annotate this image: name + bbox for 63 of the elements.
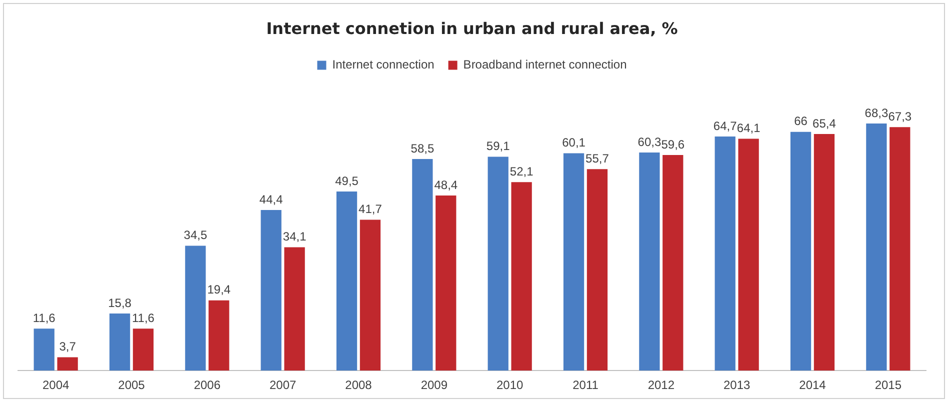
data-label: 19,4 bbox=[207, 282, 231, 297]
data-label: 65,4 bbox=[812, 116, 836, 130]
legend-label: Internet connection bbox=[332, 58, 434, 72]
data-label: 64,7 bbox=[713, 118, 738, 133]
x-tick-label: 2015 bbox=[874, 378, 902, 392]
legend-label: Broadband internet connection bbox=[463, 58, 627, 72]
x-tick-label: 2007 bbox=[269, 378, 297, 392]
bar bbox=[488, 156, 508, 371]
data-label: 59,6 bbox=[661, 137, 685, 152]
data-label: 44,4 bbox=[259, 192, 284, 206]
bar bbox=[57, 357, 78, 371]
data-label: 67,3 bbox=[888, 109, 912, 124]
bar bbox=[511, 182, 532, 371]
bar bbox=[360, 220, 381, 371]
data-label: 41,7 bbox=[358, 202, 382, 216]
data-label: 60,1 bbox=[562, 136, 586, 150]
bar bbox=[738, 138, 759, 371]
bar bbox=[662, 154, 684, 371]
data-label: 34,1 bbox=[282, 230, 307, 244]
bar bbox=[284, 247, 305, 371]
bar bbox=[208, 300, 230, 371]
x-tick-label: 2004 bbox=[42, 378, 70, 392]
x-tick-label: 2011 bbox=[572, 378, 599, 392]
data-label: 48,4 bbox=[434, 178, 458, 192]
x-tick-label: 2014 bbox=[799, 378, 826, 392]
data-label: 60,3 bbox=[638, 134, 662, 149]
data-label: 15,8 bbox=[108, 296, 132, 310]
data-label: 11,6 bbox=[32, 310, 56, 325]
data-label: 3,7 bbox=[59, 340, 76, 354]
bar bbox=[714, 136, 736, 371]
data-label: 66 bbox=[794, 114, 808, 128]
bar bbox=[814, 134, 835, 371]
data-label: 49,5 bbox=[335, 174, 359, 188]
x-tick-label: 2012 bbox=[648, 378, 675, 392]
bar bbox=[260, 210, 282, 371]
chart-title: Internet connetion in urban and rural area, % bbox=[266, 18, 678, 38]
data-label: 11,6 bbox=[132, 310, 155, 325]
data-label: 58,5 bbox=[410, 141, 434, 156]
bar bbox=[563, 153, 584, 371]
bar bbox=[586, 169, 608, 371]
bar bbox=[185, 246, 206, 371]
bar bbox=[639, 152, 660, 371]
data-label: 55,7 bbox=[586, 151, 610, 166]
bar bbox=[34, 328, 54, 371]
bar bbox=[790, 132, 812, 371]
bar bbox=[336, 192, 358, 371]
bar bbox=[132, 328, 154, 371]
bar bbox=[436, 196, 456, 371]
data-label: 34,5 bbox=[184, 228, 208, 242]
x-tick-label: 2006 bbox=[194, 378, 221, 392]
x-tick-label: 2009 bbox=[420, 378, 448, 392]
x-tick-label: 2013 bbox=[723, 378, 751, 392]
bar bbox=[866, 124, 887, 371]
data-label: 64,1 bbox=[736, 121, 761, 136]
bar bbox=[890, 127, 910, 371]
data-label: 59,1 bbox=[486, 139, 510, 154]
x-tick-label: 2005 bbox=[118, 378, 146, 392]
data-label: 68,3 bbox=[864, 106, 888, 120]
x-tick-label: 2010 bbox=[496, 378, 524, 392]
x-tick-label: 2008 bbox=[345, 378, 372, 392]
data-label: 52,1 bbox=[510, 164, 534, 178]
bar bbox=[109, 313, 130, 371]
bar bbox=[412, 158, 433, 371]
